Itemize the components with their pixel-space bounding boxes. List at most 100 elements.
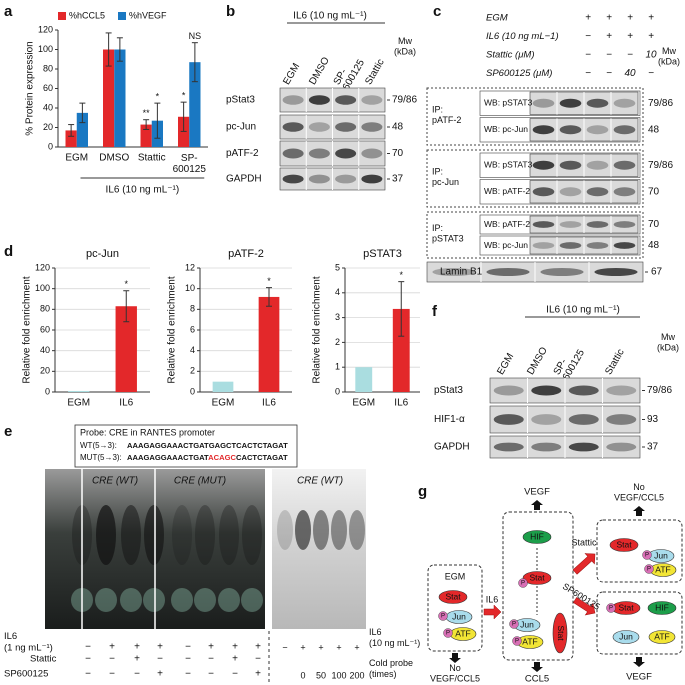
y-tick-label: 60 bbox=[43, 83, 53, 93]
y-tick-label: 5 bbox=[335, 262, 340, 272]
blot-band bbox=[586, 221, 609, 228]
mw-label: 79/86 bbox=[648, 160, 673, 171]
probe-title: Probe: CRE in RANTES promoter bbox=[80, 427, 215, 437]
treatment-label: SP600125 (μM) bbox=[486, 68, 552, 79]
phospho-label: P bbox=[441, 614, 445, 620]
blot-band bbox=[308, 174, 330, 184]
gel-smear bbox=[172, 505, 192, 565]
treatment-cell: − bbox=[585, 31, 591, 42]
significance-label: * bbox=[124, 279, 128, 289]
y-tick-label: 4 bbox=[335, 287, 340, 297]
lane-label: Stattic bbox=[603, 347, 626, 377]
chart-title: pSTAT3 bbox=[363, 248, 402, 260]
condition-cell: 100 bbox=[331, 670, 346, 680]
sequence-part: AAAGAGGAAACTGAT bbox=[127, 453, 209, 462]
bar bbox=[189, 62, 201, 147]
probe-label: MUT(5→3): bbox=[80, 453, 122, 462]
gel-label: CRE (MUT) bbox=[174, 476, 226, 487]
condition-cell: + bbox=[157, 669, 163, 680]
blot-band bbox=[532, 98, 555, 108]
condition-cell: + bbox=[300, 642, 305, 652]
y-tick-label: 120 bbox=[38, 24, 53, 34]
condition-cell: + bbox=[336, 642, 341, 652]
treatment-cell: − bbox=[585, 50, 591, 61]
protein bbox=[609, 538, 639, 552]
bar bbox=[258, 296, 280, 392]
treatment-cell: + bbox=[585, 13, 591, 24]
condition-cell: + bbox=[255, 642, 261, 653]
state-box bbox=[596, 591, 683, 655]
blot-band bbox=[493, 414, 524, 425]
panel-letter: f bbox=[432, 303, 438, 320]
condition-cell: − bbox=[185, 669, 191, 680]
blot-band bbox=[540, 268, 584, 276]
gel-smear bbox=[96, 505, 116, 565]
treatment-cell: + bbox=[606, 13, 612, 24]
gel-free-probe bbox=[194, 588, 216, 612]
panel-letter: g bbox=[418, 483, 427, 500]
gel-free-probe bbox=[218, 588, 240, 612]
y-tick-label: 2 bbox=[190, 366, 195, 376]
panel-letter: a bbox=[4, 3, 13, 20]
y-tick-label: 120 bbox=[35, 262, 50, 272]
protein-label: Jun bbox=[619, 631, 633, 641]
condition-cell: 50 bbox=[316, 670, 326, 680]
chart-title: pc-Jun bbox=[86, 248, 119, 260]
phospho bbox=[443, 628, 453, 638]
phospho bbox=[518, 578, 528, 588]
outcome-label: No VEGF/CCL5 bbox=[614, 482, 664, 502]
y-tick-label: 100 bbox=[38, 44, 53, 54]
blot-band bbox=[493, 442, 524, 452]
blot-band bbox=[606, 385, 637, 396]
blot-label: GAPDH bbox=[434, 442, 470, 453]
phospho bbox=[644, 564, 654, 574]
condition-cell: + bbox=[109, 642, 115, 653]
bar bbox=[76, 112, 88, 147]
significance-label: * bbox=[267, 276, 271, 286]
protein-label: Stat bbox=[618, 602, 634, 612]
treatment-cell: + bbox=[606, 31, 612, 42]
blot-label: pStat3 bbox=[434, 385, 463, 396]
significance-label: * bbox=[156, 92, 160, 102]
gel-label: CRE (WT) bbox=[297, 476, 343, 487]
phospho bbox=[438, 611, 448, 621]
blot-band bbox=[308, 148, 330, 159]
y-axis-label: Relative fold enrichment bbox=[312, 276, 323, 383]
blot-label: GAPDH bbox=[226, 174, 262, 185]
outcome-label: VEGF bbox=[524, 487, 550, 498]
condition-cell: 200 bbox=[349, 670, 364, 680]
bar bbox=[103, 49, 115, 147]
blot-band bbox=[613, 242, 636, 249]
blot-band bbox=[282, 148, 304, 159]
mw-label: 79/86 bbox=[648, 98, 673, 109]
blot-band bbox=[282, 174, 304, 184]
significance-label: ** bbox=[143, 108, 151, 118]
condition-cell: + bbox=[134, 654, 140, 665]
blot-band bbox=[613, 160, 636, 170]
protein-label: Jun bbox=[654, 550, 668, 560]
blot-band bbox=[613, 98, 636, 108]
condition-cell: − bbox=[255, 654, 261, 665]
outcome-label: No VEGF/CCL5 bbox=[430, 663, 480, 683]
phospho bbox=[606, 603, 616, 613]
gel-free-probe bbox=[95, 588, 117, 612]
x-tick-label: EGM bbox=[212, 398, 235, 409]
blot-band bbox=[531, 442, 562, 452]
y-tick-label: 60 bbox=[40, 324, 50, 334]
mw-label: 70 bbox=[648, 219, 660, 230]
mw-label: 70 bbox=[392, 148, 404, 159]
probe-sequence: AAAGAGGAAACTGATGAGCTCACTCTAGAT bbox=[127, 441, 288, 450]
mw-label: 79/86 bbox=[392, 95, 417, 106]
bar bbox=[114, 49, 126, 147]
blot-band bbox=[586, 242, 609, 249]
y-tick-label: 0 bbox=[190, 386, 195, 396]
blot-band bbox=[586, 98, 609, 108]
condition-cell: + bbox=[318, 642, 323, 652]
condition-cell: − bbox=[85, 642, 91, 653]
probe-sequence: AAAGAGGAAACTGATACAGCCACTCTAGAT bbox=[127, 453, 288, 462]
mw-header: Mw (kDa) bbox=[657, 332, 679, 352]
treatment-arrow bbox=[572, 553, 596, 575]
x-tick-label: EGM bbox=[65, 153, 88, 164]
treatment-header: IL6 (10 ng mL⁻¹) bbox=[293, 11, 367, 22]
